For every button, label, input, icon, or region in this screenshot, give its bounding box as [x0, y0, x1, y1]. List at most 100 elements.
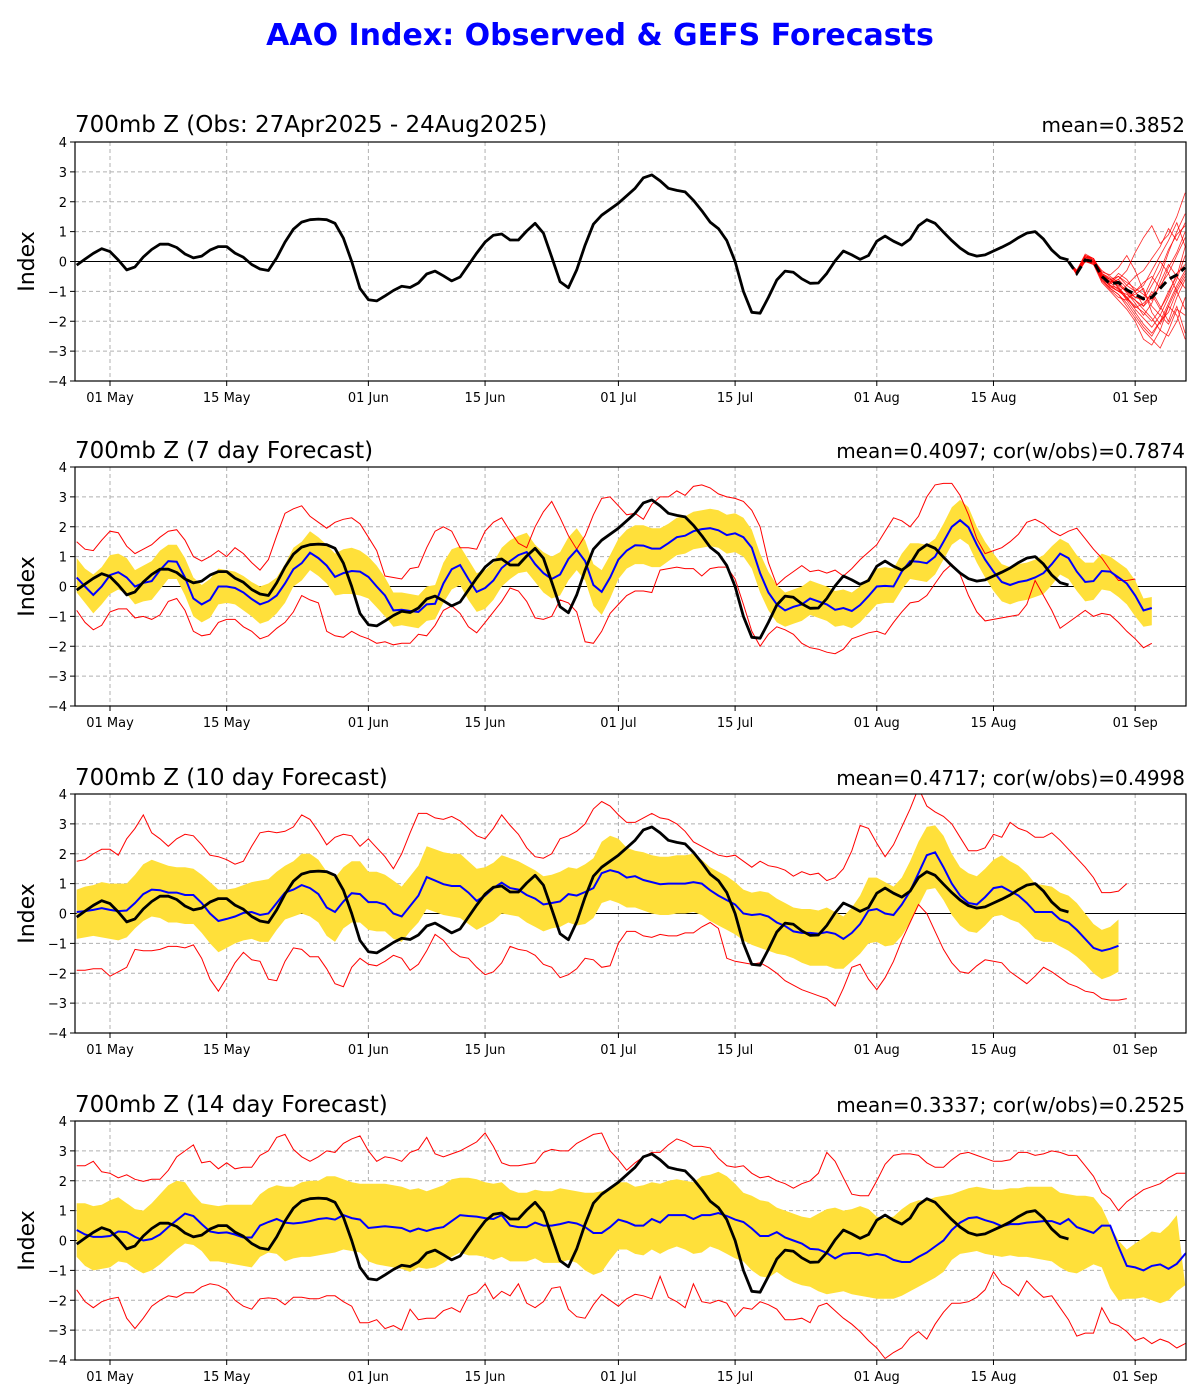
x-tick-label: 01 May: [86, 716, 134, 731]
ensemble-max-line: [76, 482, 1136, 586]
x-tick-label: 01 Sep: [1113, 716, 1158, 731]
x-tick-label: 01 Aug: [854, 1370, 900, 1385]
x-tick-label: 15 May: [203, 1043, 251, 1058]
x-tick-label: 15 May: [203, 716, 251, 731]
ensemble-member-line: [1068, 192, 1186, 283]
x-tick-label: 01 Jul: [600, 1370, 636, 1385]
x-tick-label: 15 Aug: [970, 716, 1016, 731]
y-tick-label: 3: [59, 491, 67, 506]
y-tick-label: −1: [48, 1264, 67, 1279]
y-tick-label: 1: [59, 878, 67, 893]
ensemble-member-line: [1068, 253, 1186, 317]
x-tick-label: 15 Jun: [465, 1043, 506, 1058]
ensemble-mean-line: [75, 518, 1153, 613]
y-tick-label: 2: [59, 521, 67, 536]
y-tick-label: 4: [59, 136, 67, 151]
x-tick-label: 01 Jul: [600, 1043, 636, 1058]
y-tick-label: −3: [48, 345, 67, 360]
y-tick-label: 1: [59, 1205, 67, 1220]
x-tick-label: 15 Aug: [970, 391, 1016, 406]
y-tick-label: −3: [48, 997, 67, 1012]
y-tick-label: −4: [48, 375, 67, 390]
y-axis-label: Index: [15, 883, 40, 944]
plot-area: [75, 794, 1128, 1007]
x-tick-label: 15 Jul: [717, 391, 753, 406]
y-tick-label: 0: [59, 1235, 67, 1250]
x-tick-label: 15 Jun: [465, 1370, 506, 1385]
ensemble-min-line: [76, 903, 1127, 1007]
y-axis-label: Index: [15, 556, 40, 617]
x-tick-label: 15 Jun: [465, 391, 506, 406]
y-tick-label: 4: [59, 1115, 67, 1130]
x-tick-label: 01 May: [86, 1043, 134, 1058]
panel-title: 700mb Z (10 day Forecast): [75, 765, 388, 791]
ensemble-member-line: [1068, 256, 1186, 317]
x-tick-label: 15 Jul: [717, 1370, 753, 1385]
x-tick-label: 01 Sep: [1113, 1043, 1158, 1058]
y-axis-label: Index: [15, 231, 40, 292]
y-tick-label: 4: [59, 461, 67, 476]
plot-area: [75, 482, 1153, 655]
ensemble-member-line: [1068, 222, 1186, 292]
ensemble-max-line: [76, 1132, 1186, 1212]
y-tick-label: 2: [59, 196, 67, 211]
x-tick-label: 01 Aug: [854, 1043, 900, 1058]
y-tick-label: −2: [48, 640, 67, 655]
y-tick-label: −4: [48, 700, 67, 715]
x-tick-label: 01 Sep: [1113, 391, 1158, 406]
plot-area: [75, 173, 1186, 349]
x-tick-label: 01 Jul: [600, 391, 636, 406]
ensemble-max-line: [76, 794, 1128, 894]
observed-line: [75, 498, 1069, 640]
spread-band: [76, 1171, 1186, 1304]
ensemble-member-line: [1068, 259, 1186, 311]
ensemble-min-line: [76, 1270, 1186, 1360]
y-axis-label: Index: [15, 1210, 40, 1271]
x-tick-label: 01 Jun: [348, 716, 389, 731]
x-tick-label: 01 Aug: [854, 391, 900, 406]
panel-stat-label: mean=0.3337; cor(w/obs)=0.2525: [836, 1093, 1185, 1117]
y-tick-label: 3: [59, 166, 67, 181]
panel-stat-label: mean=0.4717; cor(w/obs)=0.4998: [836, 766, 1185, 790]
panel-stat-label: mean=0.4097; cor(w/obs)=0.7874: [836, 439, 1185, 463]
y-tick-label: −2: [48, 315, 67, 330]
y-tick-label: 3: [59, 818, 67, 833]
x-tick-label: 01 May: [86, 391, 134, 406]
ensemble-member-line: [1068, 255, 1186, 310]
x-tick-label: 15 May: [203, 1370, 251, 1385]
panel-10day-forecast: 700mb Z (10 day Forecast) mean=0.4717; c…: [15, 765, 1187, 1058]
figure-title: AAO Index: Observed & GEFS Forecasts: [266, 18, 934, 53]
forecast-mean-line: [1067, 258, 1186, 301]
panel-title: 700mb Z (Obs: 27Apr2025 - 24Aug2025): [75, 112, 547, 138]
panel-observed: 700mb Z (Obs: 27Apr2025 - 24Aug2025) mea…: [15, 112, 1187, 406]
ensemble-min-line: [76, 563, 1153, 655]
y-tick-label: −4: [48, 1027, 67, 1042]
x-tick-label: 01 Jul: [600, 716, 636, 731]
y-tick-label: −3: [48, 1324, 67, 1339]
y-tick-label: −3: [48, 670, 67, 685]
y-tick-label: 0: [59, 256, 67, 271]
y-tick-label: 1: [59, 551, 67, 566]
spread-band: [76, 499, 1152, 629]
y-tick-label: 3: [59, 1145, 67, 1160]
x-tick-label: 15 Aug: [970, 1370, 1016, 1385]
panel-14day-forecast: 700mb Z (14 day Forecast) mean=0.3337; c…: [15, 1092, 1187, 1385]
x-tick-label: 01 Jun: [348, 391, 389, 406]
x-tick-label: 01 Jun: [348, 1043, 389, 1058]
x-tick-label: 15 Jun: [465, 716, 506, 731]
y-tick-label: 4: [59, 788, 67, 803]
y-tick-label: −4: [48, 1354, 67, 1369]
panel-7day-forecast: 700mb Z (7 day Forecast) mean=0.4097; co…: [15, 438, 1187, 731]
x-tick-label: 15 Aug: [970, 1043, 1016, 1058]
y-tick-label: 1: [59, 226, 67, 241]
x-tick-label: 01 Jun: [348, 1370, 389, 1385]
y-tick-label: 2: [59, 1175, 67, 1190]
panel-stat-label: mean=0.3852: [1042, 113, 1185, 137]
panel-title: 700mb Z (7 day Forecast): [75, 438, 373, 464]
x-tick-label: 01 May: [86, 1370, 134, 1385]
x-tick-label: 15 Jul: [717, 1043, 753, 1058]
y-tick-label: 0: [59, 581, 67, 596]
x-tick-label: 15 May: [203, 391, 251, 406]
y-tick-label: 0: [59, 908, 67, 923]
x-tick-label: 01 Aug: [854, 716, 900, 731]
